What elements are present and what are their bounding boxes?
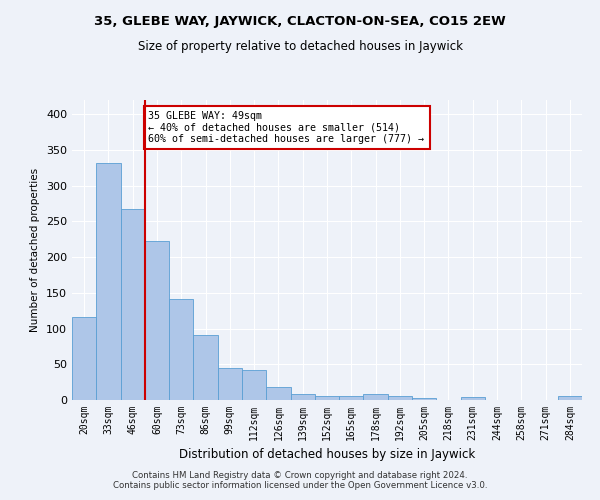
Bar (193, 335, 218, 400)
Bar (558, 396, 582, 400)
Bar (169, 300, 193, 400)
Bar (218, 368, 242, 400)
Bar (388, 396, 412, 400)
Bar (315, 396, 339, 400)
Bar (96, 163, 121, 400)
Y-axis label: Number of detached properties: Number of detached properties (31, 168, 40, 332)
X-axis label: Distribution of detached houses by size in Jaywick: Distribution of detached houses by size … (179, 448, 475, 462)
Bar (266, 387, 290, 400)
Text: Contains HM Land Registry data © Crown copyright and database right 2024.
Contai: Contains HM Land Registry data © Crown c… (113, 470, 487, 490)
Bar (412, 398, 436, 400)
Bar (290, 394, 315, 400)
Bar (145, 242, 169, 400)
Text: Size of property relative to detached houses in Jaywick: Size of property relative to detached ho… (137, 40, 463, 53)
Text: 35, GLEBE WAY, JAYWICK, CLACTON-ON-SEA, CO15 2EW: 35, GLEBE WAY, JAYWICK, CLACTON-ON-SEA, … (94, 15, 506, 28)
Bar (242, 370, 266, 400)
Bar (461, 397, 485, 400)
Bar (364, 394, 388, 400)
Bar (72, 317, 96, 400)
Bar (339, 396, 364, 400)
Text: 35 GLEBE WAY: 49sqm
← 40% of detached houses are smaller (514)
60% of semi-detac: 35 GLEBE WAY: 49sqm ← 40% of detached ho… (149, 110, 425, 144)
Bar (121, 210, 145, 400)
